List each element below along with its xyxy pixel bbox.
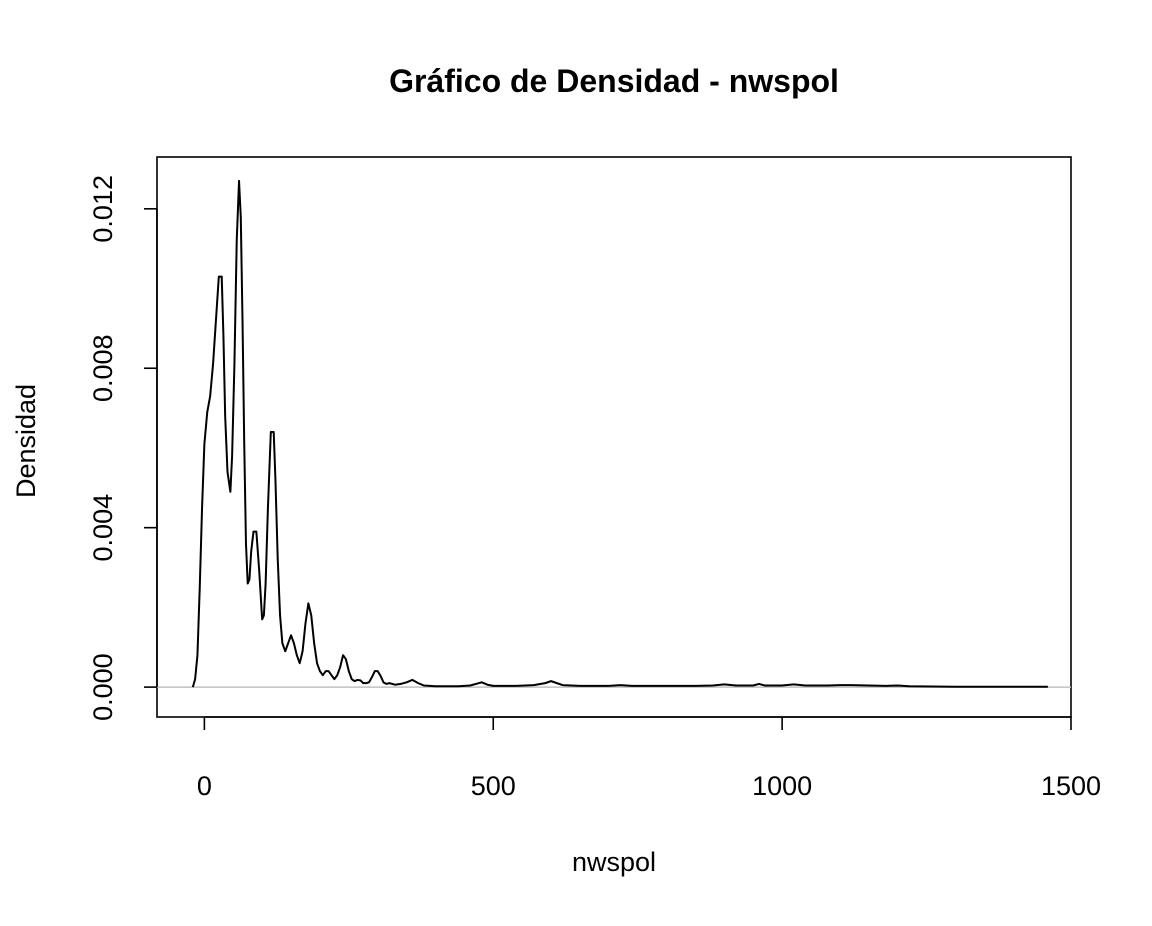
- density-curve: [191, 179, 1048, 688]
- y-axis-label: Densidad: [11, 384, 41, 498]
- y-axis: 0.000 0.004 0.008 0.012: [88, 175, 158, 721]
- series-layer: [191, 179, 1048, 688]
- plot-frame: [156, 156, 1072, 718]
- y-tick-label: 0.008: [88, 334, 118, 402]
- chart-title: Gráfico de Densidad - nwspol: [389, 63, 839, 99]
- x-tick-label: 1000: [752, 771, 812, 801]
- y-tick-label: 0.004: [88, 494, 118, 562]
- x-tick-label: 500: [471, 771, 516, 801]
- x-tick-label: 0: [197, 771, 212, 801]
- x-axis-label: nwspol: [572, 847, 656, 877]
- x-tick-label: 1500: [1041, 771, 1101, 801]
- y-tick-label: 0.012: [88, 175, 118, 243]
- x-axis: 0 500 1000 1500: [197, 716, 1101, 801]
- y-tick-label: 0.000: [88, 653, 118, 721]
